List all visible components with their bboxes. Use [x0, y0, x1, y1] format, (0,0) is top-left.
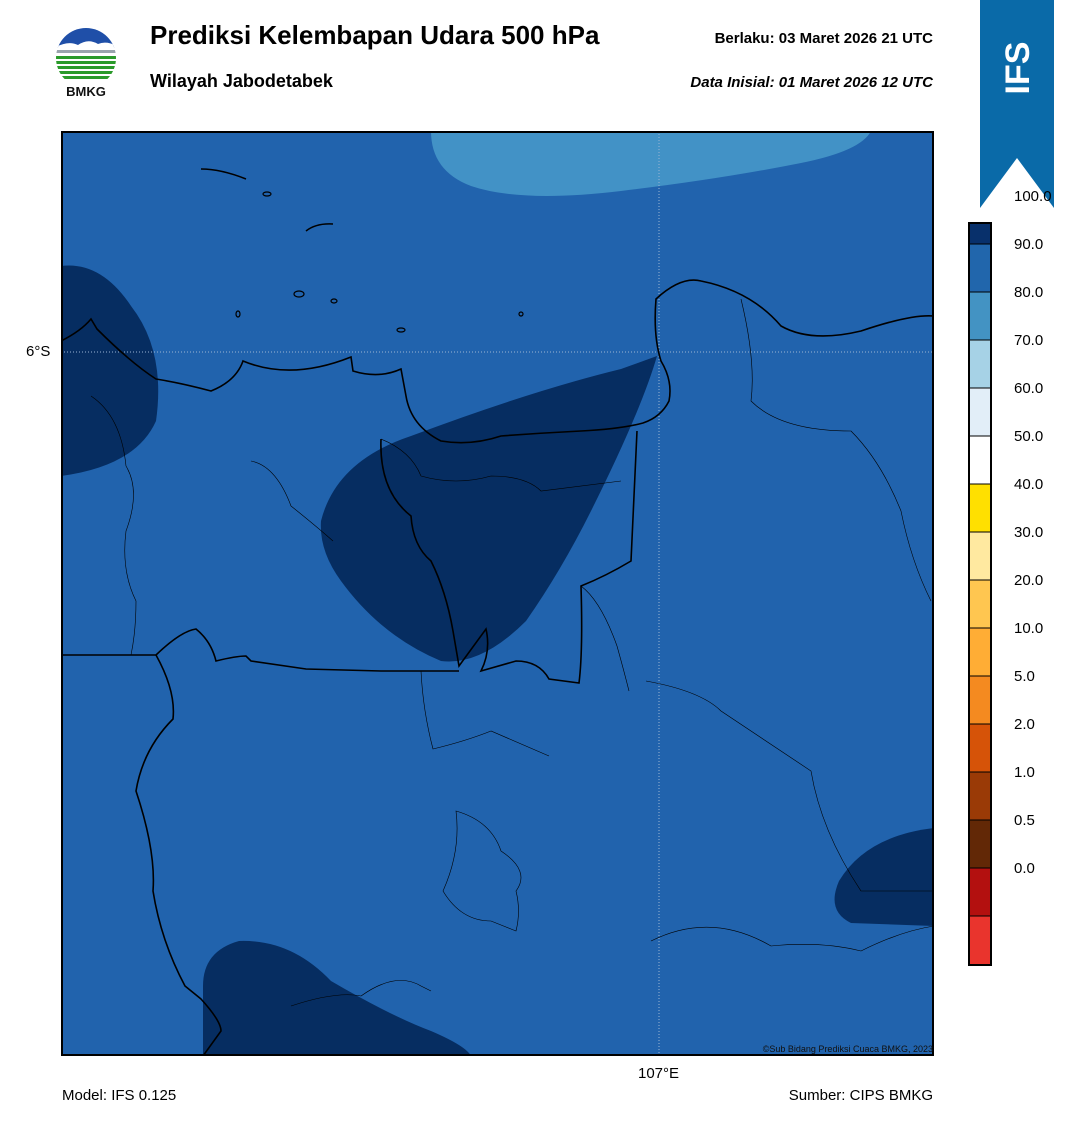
island: [330, 298, 338, 304]
initial-time: Data Inisial: 01 Maret 2026 12 UTC: [690, 74, 933, 91]
colorbar-tick-label: 40.0: [1014, 476, 1044, 493]
district-border: [645, 680, 934, 892]
colorbar-swatch: [970, 868, 990, 916]
source-label: Sumber: CIPS BMKG: [788, 1087, 933, 1104]
district-border: [580, 585, 630, 692]
colorbar-tick-label: 0.0: [1014, 860, 1035, 877]
district-border: [420, 670, 550, 757]
colorbar-tick-label: 50.0: [1014, 428, 1044, 445]
valid-time: Berlaku: 03 Maret 2026 21 UTC: [714, 30, 933, 47]
colorbar-tick-label: 10.0: [1014, 620, 1044, 637]
district-border: [90, 395, 137, 656]
district-border: [250, 460, 334, 542]
colorbar-swatch: [970, 484, 990, 532]
island: [262, 191, 272, 197]
humidity-band-90-100-southeast: [834, 828, 934, 926]
island: [235, 310, 241, 318]
logo-text: BMKG: [66, 84, 106, 99]
island: [518, 311, 524, 317]
colorbar-tick-label: 30.0: [1014, 524, 1044, 541]
colorbar-swatch: [970, 222, 990, 244]
ifs-badge: [980, 0, 1054, 208]
colorbar-swatch: [970, 580, 990, 628]
colorbar-tick-label: 90.0: [1014, 236, 1044, 253]
province-border: [135, 654, 222, 1056]
colorbar-swatch: [970, 724, 990, 772]
model-label: Model: IFS 0.125: [62, 1087, 177, 1104]
map-title: Prediksi Kelembapan Udara 500 hPa: [150, 20, 600, 50]
island: [305, 223, 334, 232]
colorbar-swatch: [970, 916, 990, 964]
latitude-label: 6°S: [26, 343, 51, 360]
colorbar-swatch: [970, 532, 990, 580]
coastline: [61, 279, 934, 444]
colorbar-swatch: [970, 292, 990, 340]
colorbar-tick-label: 60.0: [1014, 380, 1044, 397]
colorbar-tick-label: 80.0: [1014, 284, 1044, 301]
colorbar-swatch: [970, 772, 990, 820]
district-border: [650, 925, 934, 952]
humidity-band-90-100-center: [320, 356, 657, 662]
humidity-band-70-80: [431, 131, 871, 196]
colorbar-swatch: [970, 820, 990, 868]
colorbar-swatch: [970, 436, 990, 484]
longitude-label: 107°E: [638, 1065, 680, 1082]
colorbar-tick-label: 100.0: [1014, 188, 1052, 205]
island: [200, 168, 247, 180]
district-border: [380, 438, 622, 492]
colorbar-swatch: [970, 340, 990, 388]
island: [396, 327, 406, 333]
humidity-map: [61, 131, 934, 1056]
colorbar-tick-label: 70.0: [1014, 332, 1044, 349]
district-border: [442, 810, 522, 932]
colorbar-tick-label: 0.5: [1014, 812, 1035, 829]
colorbar-swatch: [970, 388, 990, 436]
map-subtitle: Wilayah Jabodetabek: [150, 71, 333, 91]
colorbar-swatch: [970, 676, 990, 724]
colorbar-tick-label: 5.0: [1014, 668, 1035, 685]
humidity-band-90-100-south: [203, 940, 471, 1056]
colorbar-swatch: [970, 244, 990, 292]
colorbar-tick-label: 2.0: [1014, 716, 1035, 733]
colorbar-swatch: [970, 628, 990, 676]
province-border: [61, 628, 459, 672]
copyright-text: ©Sub Bidang Prediksi Cuaca BMKG, 2023: [762, 1044, 933, 1054]
ifs-label: IFS: [999, 42, 1037, 95]
colorbar-tick-label: 1.0: [1014, 764, 1035, 781]
colorbar: [968, 222, 992, 966]
district-border: [290, 980, 432, 1007]
colorbar-tick-label: 20.0: [1014, 572, 1044, 589]
district-border: [740, 298, 932, 602]
humidity-band-90-100-west: [61, 265, 159, 476]
bmkg-logo-icon: [56, 28, 116, 79]
province-border: [380, 430, 638, 684]
island: [293, 290, 305, 298]
